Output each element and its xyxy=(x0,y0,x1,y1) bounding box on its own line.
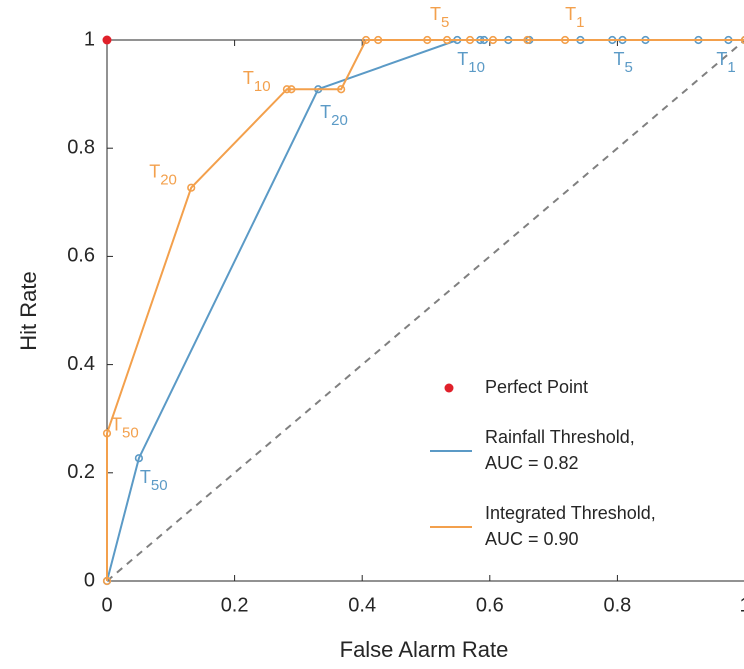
series-point xyxy=(102,576,112,586)
point-label: T1 xyxy=(565,4,584,31)
legend-label: AUC = 0.82 xyxy=(485,453,579,473)
point-label: T10 xyxy=(243,68,271,95)
point-label: T20 xyxy=(320,102,348,129)
point-label: T50 xyxy=(111,414,139,441)
x-tick-label: 0.4 xyxy=(348,594,376,616)
x-tick-label: 0.8 xyxy=(603,594,631,616)
point-label-text: T xyxy=(565,4,576,24)
series-point xyxy=(740,36,744,44)
legend-label: Integrated Threshold, xyxy=(485,503,656,523)
reference-line xyxy=(106,39,744,582)
x-tick-label: 1 xyxy=(739,594,744,616)
y-tick-label: 0.8 xyxy=(67,136,95,158)
y-tick-label: 0.4 xyxy=(67,353,95,375)
scatter-point xyxy=(102,35,112,45)
series-point xyxy=(423,35,432,45)
point-label-subscript: 50 xyxy=(151,477,168,494)
legend-marker xyxy=(444,383,454,393)
x-axis-label: False Alarm Rate xyxy=(340,637,509,662)
point-label-subscript: 5 xyxy=(625,59,633,76)
series-point xyxy=(374,35,383,45)
series-point xyxy=(361,35,371,45)
point-label-subscript: 5 xyxy=(441,14,449,31)
point-label-text: T xyxy=(320,102,331,122)
legend-label: AUC = 0.90 xyxy=(485,529,579,549)
point-label-text: T xyxy=(149,161,160,181)
point-label: T5 xyxy=(614,49,633,76)
x-tick-label: 0 xyxy=(101,594,112,616)
series-point xyxy=(523,35,532,45)
series-point xyxy=(560,35,570,45)
point-label-subscript: 20 xyxy=(160,172,177,189)
series-point xyxy=(337,85,346,94)
point-label-text: T xyxy=(614,49,625,69)
point-label-subscript: 1 xyxy=(576,14,584,31)
series-point xyxy=(102,429,112,438)
y-tick-label: 0 xyxy=(84,569,95,591)
y-axis-label: Hit Rate xyxy=(16,271,41,350)
series-point xyxy=(282,85,292,94)
point-label: T50 xyxy=(140,467,168,494)
legend-label: Perfect Point xyxy=(485,377,588,397)
x-tick-label: 0.6 xyxy=(476,594,504,616)
series-point xyxy=(187,183,196,192)
series-point xyxy=(442,35,452,45)
series-point xyxy=(465,35,475,45)
y-tick-label: 0.6 xyxy=(67,245,95,267)
point-label-subscript: 10 xyxy=(254,78,271,95)
point-label-text: T xyxy=(111,414,122,434)
y-tick-label: 0.2 xyxy=(67,461,95,483)
legend-label: Rainfall Threshold, xyxy=(485,427,635,447)
point-label-text: T xyxy=(430,4,441,24)
point-label-text: T xyxy=(140,467,151,487)
point-label: T5 xyxy=(430,4,449,31)
point-label-subscript: 10 xyxy=(468,59,485,76)
x-tick-label: 0.2 xyxy=(221,594,249,616)
series-point xyxy=(287,85,296,94)
series-point xyxy=(134,454,143,463)
series-point xyxy=(488,35,498,45)
point-label-text: T xyxy=(243,68,254,88)
point-label: T20 xyxy=(149,161,177,188)
point-label-subscript: 1 xyxy=(727,59,735,76)
point-label: T10 xyxy=(457,49,485,76)
point-label-text: T xyxy=(457,49,468,69)
series-line xyxy=(106,39,744,581)
point-label-subscript: 50 xyxy=(122,424,139,441)
point-label: T1 xyxy=(716,49,735,76)
point-label-subscript: 20 xyxy=(331,112,348,129)
point-label-text: T xyxy=(716,49,727,69)
y-tick-label: 1 xyxy=(84,28,95,50)
